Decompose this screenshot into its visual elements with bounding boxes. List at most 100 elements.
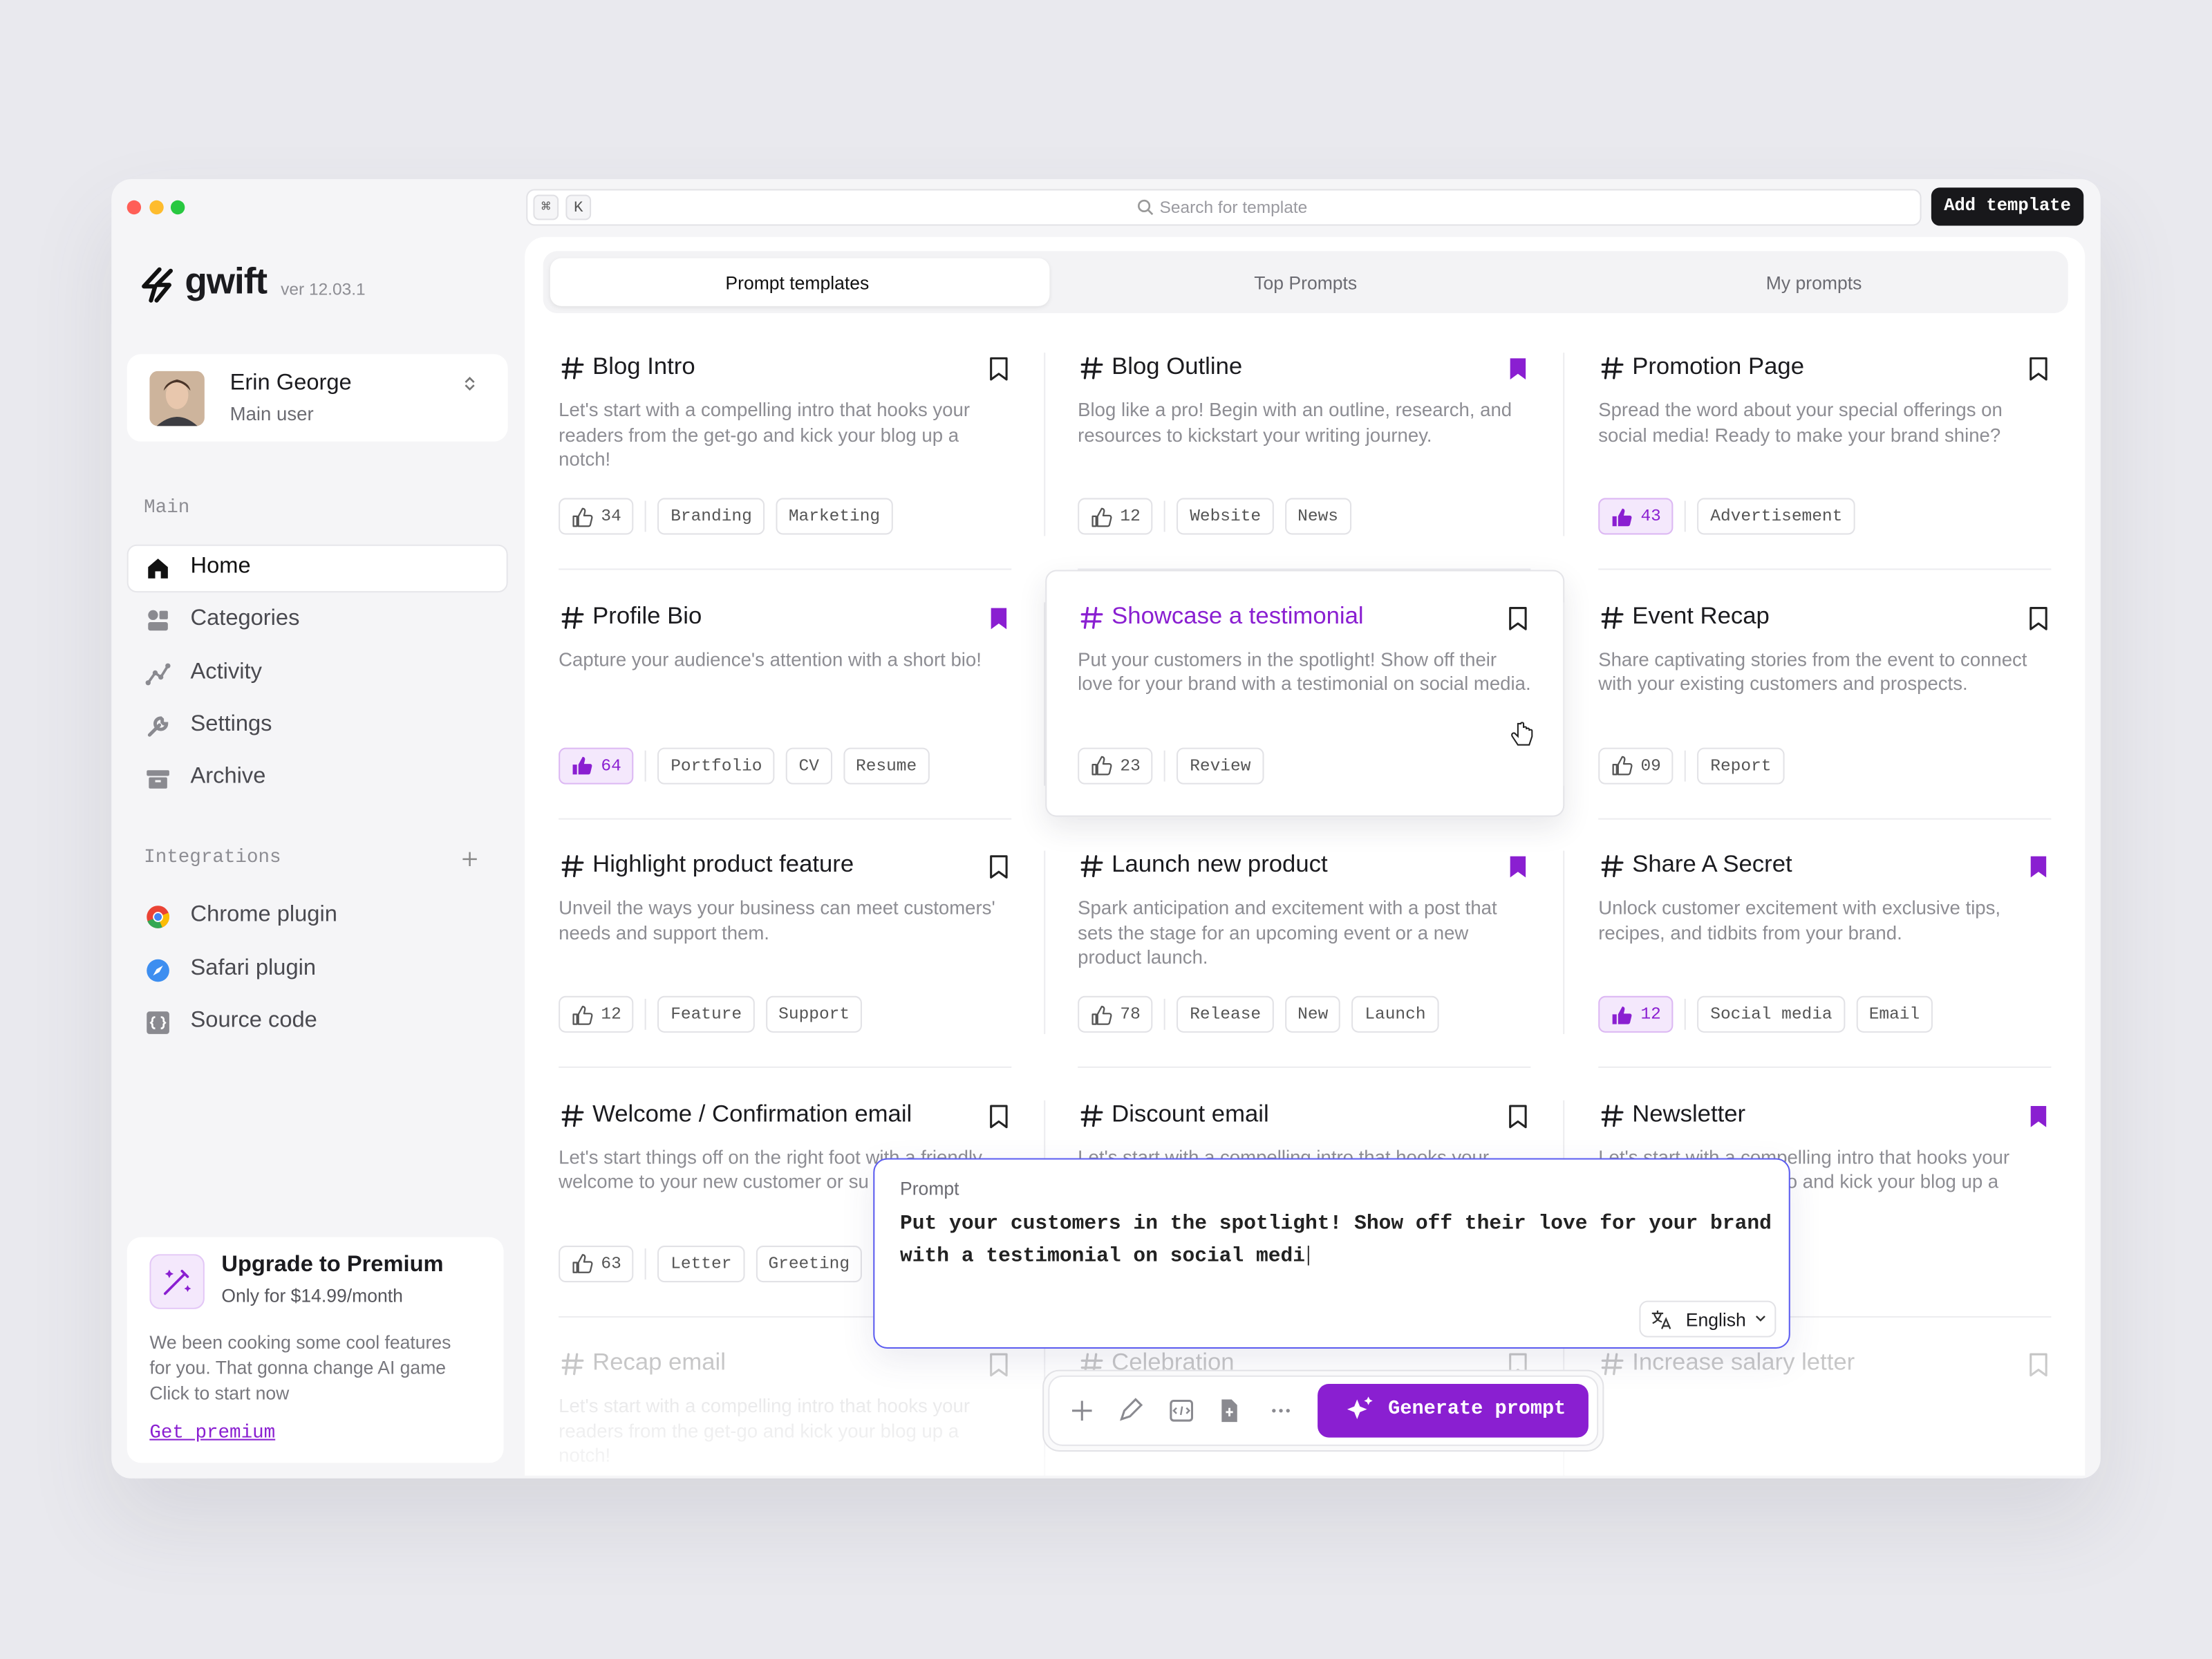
like-pill[interactable]: 43 (1598, 498, 1674, 535)
bookmark-icon[interactable] (1508, 855, 1528, 879)
prompt-text-line: Put your customers in the spotlight! Sho… (900, 1213, 1772, 1236)
nav-item[interactable]: Archive (190, 765, 266, 789)
like-pill[interactable]: 34 (559, 498, 635, 535)
bookmark-icon[interactable] (989, 1104, 1009, 1128)
tab[interactable]: Prompt templates (725, 272, 870, 294)
row-separator (1078, 1066, 1531, 1068)
like-pill[interactable]: 78 (1078, 995, 1154, 1033)
row-separator (1078, 817, 1531, 819)
tag: Marketing (776, 498, 893, 535)
like-pill[interactable]: 64 (559, 747, 635, 784)
card-footer: 78 Release New Launch (1078, 995, 1450, 1033)
upgrade-text-line: Click to start now (149, 1382, 290, 1404)
integration-item[interactable]: Safari plugin (190, 956, 317, 981)
card-description: Let's start things off on the right foot… (559, 1146, 982, 1192)
like-count: 09 (1640, 755, 1661, 776)
hash-icon (1080, 606, 1103, 628)
footer-divider (645, 998, 647, 1030)
like-count: 43 (1640, 506, 1661, 527)
like-count: 63 (601, 1253, 621, 1273)
footer-divider (645, 1248, 647, 1279)
card-footer: 12 Feature Support (559, 995, 874, 1033)
tag: Resume (843, 747, 930, 784)
logo-icon (142, 267, 173, 303)
thumb-icon (572, 1254, 593, 1273)
row-separator (559, 1066, 1012, 1068)
nav-item[interactable]: Activity (190, 659, 262, 684)
template-card[interactable]: Highlight product feature Unveil the ways… (559, 851, 1013, 1062)
template-card[interactable]: Profile Bio Capture your audience's atten… (559, 601, 1013, 813)
template-card[interactable]: Promotion Page Spread the word about your… (1598, 353, 2052, 564)
bookmark-icon[interactable] (2029, 606, 2049, 630)
tab[interactable]: Top Prompts (1254, 272, 1358, 294)
nav-item[interactable]: Home (190, 554, 251, 579)
like-pill[interactable]: 23 (1078, 747, 1154, 784)
add-integration-icon[interactable] (461, 851, 478, 868)
footer-divider (645, 500, 647, 532)
footer-divider (1164, 749, 1166, 781)
hash-icon (1601, 855, 1624, 877)
card-title: Profile Bio (592, 601, 702, 629)
template-card[interactable]: Event Recap Share captivating stories fro… (1598, 601, 2052, 813)
prompt-box[interactable] (873, 1158, 1790, 1349)
card-description: Capture your audience's attention with a… (559, 648, 982, 670)
bookmark-icon[interactable] (2029, 855, 2049, 879)
tag: Social media (1697, 995, 1846, 1033)
hash-icon (1080, 855, 1103, 877)
like-pill[interactable]: 12 (1078, 498, 1154, 535)
column-separator (1563, 850, 1565, 1034)
row-separator (559, 817, 1012, 819)
like-pill[interactable]: 12 (1598, 995, 1674, 1033)
language-select[interactable] (1639, 1300, 1777, 1338)
bookmark-icon[interactable] (989, 855, 1009, 879)
bookmark-icon[interactable] (1508, 1104, 1528, 1128)
bookmark-icon[interactable] (2029, 357, 2049, 381)
search-bar[interactable] (526, 189, 1922, 226)
like-count: 23 (1120, 755, 1141, 776)
prompt-text: with a testimonial on social medi (900, 1246, 1306, 1268)
bookmark-icon[interactable] (989, 357, 1009, 381)
bookmark-icon[interactable] (2029, 1104, 2049, 1128)
cursor-hand (1511, 722, 1533, 746)
integration-item[interactable]: Source code (190, 1009, 317, 1033)
like-count: 12 (601, 1004, 621, 1024)
template-card[interactable]: Share A Secret Unlock customer excitement… (1598, 851, 2052, 1062)
generate-button-label: Generate prompt (1388, 1398, 1566, 1421)
get-premium-link[interactable]: Get premium (149, 1423, 276, 1445)
tag: CV (786, 747, 832, 784)
template-card[interactable]: Blog Outline Blog like a pro! Begin with … (1078, 353, 1532, 564)
card-title: Welcome / Confirmation email (592, 1099, 912, 1127)
like-pill[interactable]: 12 (559, 995, 635, 1033)
hash-icon (1601, 1104, 1624, 1127)
toolbar-icons[interactable] (1068, 1396, 1294, 1425)
bookmark-icon[interactable] (1508, 357, 1528, 381)
nav-icon (147, 770, 169, 789)
nav-icon (145, 662, 171, 685)
bookmark-icon[interactable] (989, 606, 1009, 630)
section-label: Main (144, 498, 190, 520)
integration-item[interactable]: Chrome plugin (190, 903, 337, 927)
column-separator (1044, 353, 1046, 536)
card-description: Put your customers in the spotlight! Sho… (1078, 648, 1531, 695)
template-card[interactable]: Showcase a testimonial Put your customers… (1078, 601, 1532, 813)
template-card[interactable]: Blog Intro Let's start with a compelling … (559, 353, 1013, 564)
nav-item[interactable]: Categories (190, 607, 300, 631)
integration-icon (147, 906, 170, 928)
like-pill[interactable]: 63 (559, 1245, 635, 1282)
search-placeholder: Search for template (1159, 197, 1308, 218)
template-card[interactable]: Welcome / Confirmation email Let's start … (559, 1100, 1013, 1311)
like-pill[interactable]: 09 (1598, 747, 1674, 784)
template-card[interactable]: Launch new product Spark anticipation and… (1078, 851, 1532, 1062)
tag: Letter (657, 1245, 744, 1282)
card-footer: 23 Review (1078, 747, 1275, 784)
add-template-button[interactable]: Add template (1931, 187, 2084, 226)
user-switch-icon[interactable] (464, 375, 475, 392)
bookmark-icon[interactable] (1508, 606, 1528, 630)
tag: Website (1177, 498, 1274, 535)
nav-item[interactable]: Settings (190, 712, 272, 736)
tab[interactable]: My prompts (1765, 272, 1862, 294)
card-footer: 34 Branding Marketing (559, 498, 904, 535)
row-separator (1598, 817, 2052, 819)
